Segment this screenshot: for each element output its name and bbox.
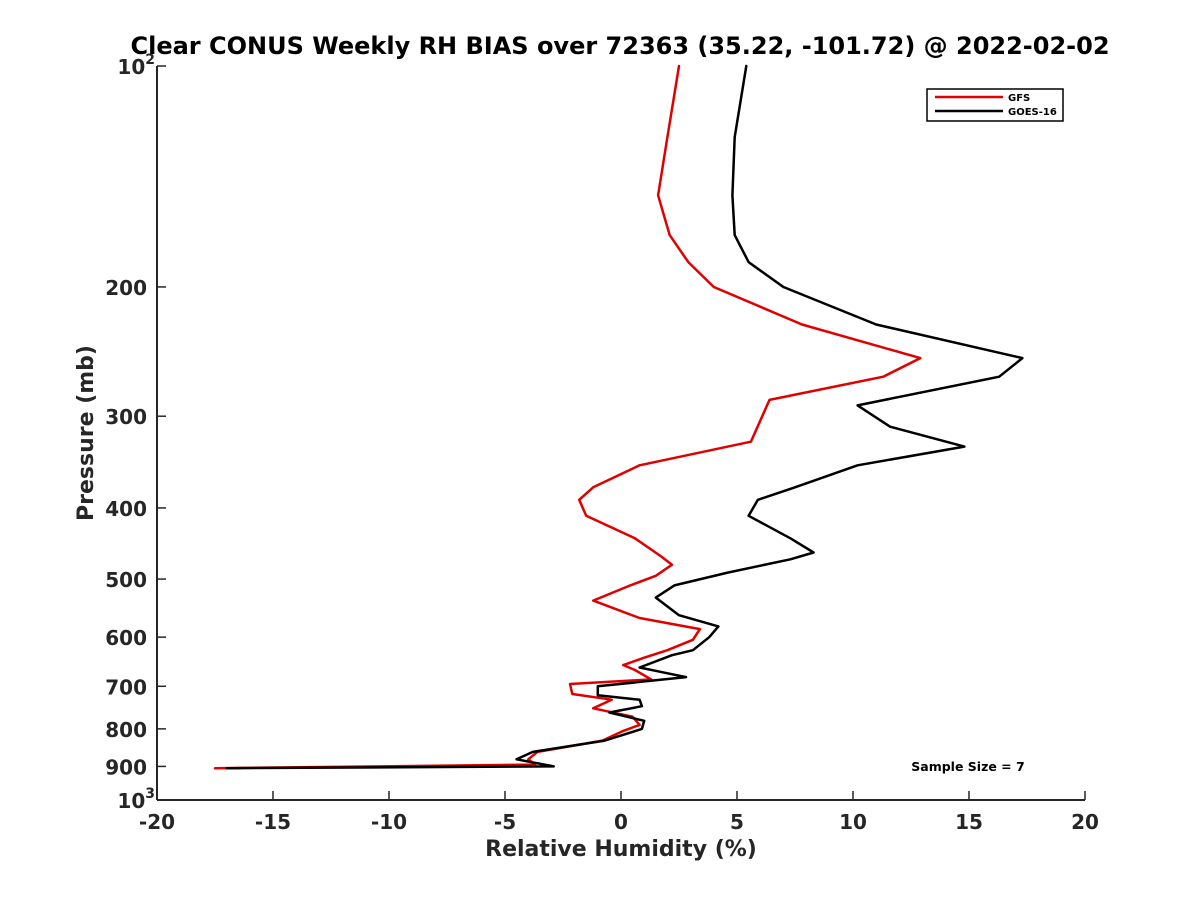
x-tick-label: 15 [955, 810, 983, 834]
y-tick-label: 700 [105, 675, 147, 699]
series-line-goes16 [225, 64, 1024, 770]
y-tick-label: 400 [105, 497, 147, 521]
x-tick-label: -5 [494, 810, 516, 834]
y-tick-label: 300 [105, 405, 147, 429]
sample-size-annotation: Sample Size = 7 [911, 759, 1024, 774]
chart-title: Clear CONUS Weekly RH BIAS over 72363 (3… [130, 32, 1109, 60]
legend-box [926, 88, 1064, 122]
x-axis-label: Relative Humidity (%) [485, 837, 757, 862]
x-tick-label: -10 [371, 810, 407, 834]
x-tick-label: -15 [255, 810, 291, 834]
y-tick-label: 102 [117, 52, 155, 79]
x-axis-ticks: -20 -15 -10 -5 0 5 10 15 20 [139, 791, 1099, 834]
y-tick-label: 900 [105, 755, 147, 779]
y-axis-ticks: 102 200 300 400 500 600 700 800 900 103 [105, 52, 166, 813]
x-tick-label: 20 [1071, 810, 1099, 834]
y-tick-label: 600 [105, 626, 147, 650]
x-tick-label: 10 [839, 810, 867, 834]
x-tick-label: 0 [614, 810, 628, 834]
y-tick-label: 800 [105, 718, 147, 742]
y-tick-label: 200 [105, 276, 147, 300]
x-tick-label: -20 [139, 810, 175, 834]
plot-area [213, 64, 1024, 770]
legend: GFS GOES-16 [926, 88, 1064, 122]
legend-label-gfs: GFS [1008, 93, 1030, 104]
y-axis-label: Pressure (mb) [74, 345, 99, 521]
legend-label-goes16: GOES-16 [1008, 107, 1057, 118]
y-tick-label: 500 [105, 568, 147, 592]
y-tick-label: 103 [117, 786, 155, 813]
x-tick-label: 5 [730, 810, 744, 834]
